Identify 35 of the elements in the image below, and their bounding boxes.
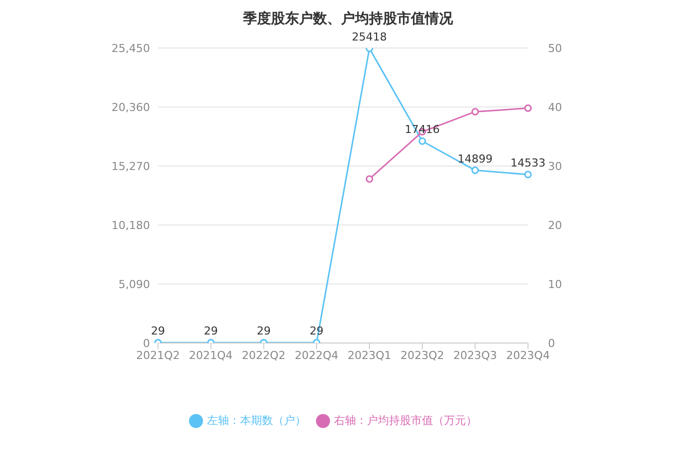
y-tick-label: 25,450	[112, 42, 150, 55]
x-tick-label: 2023Q1	[348, 348, 392, 362]
x-tick-label: 2023Q3	[453, 348, 497, 362]
x-tick-label: 2022Q4	[294, 348, 338, 362]
y-tick-label: 10,180	[112, 218, 150, 232]
y2-tick-label: 40	[548, 100, 562, 114]
data-label: 29	[256, 324, 271, 338]
point	[471, 166, 479, 174]
legend-label: 左轴：本期数（户）	[207, 414, 306, 427]
y2-tick-label: 0	[548, 336, 555, 350]
y-tick-label: 0	[143, 336, 150, 350]
y-tick-label: 5,090	[118, 278, 150, 291]
point	[524, 104, 532, 112]
x-tick-label: 2022Q2	[242, 348, 286, 362]
data-label: 29	[151, 324, 165, 338]
x-tick-label: 2021Q2	[136, 348, 180, 362]
point	[471, 108, 479, 116]
chart-title: 季度股东户数、户均持股市值情况	[242, 10, 454, 28]
point	[366, 175, 374, 183]
x-tick-label: 2021Q4	[189, 348, 233, 362]
x-tick-label: 2023Q4	[506, 348, 550, 362]
y2-tick-label: 50	[548, 42, 562, 55]
data-label: 14533	[510, 156, 546, 170]
data-label: 29	[204, 324, 218, 338]
point	[524, 170, 532, 178]
y2-tick-label: 10	[548, 278, 562, 291]
y-tick-label: 15,270	[112, 160, 150, 173]
legend-label: 右轴：户均持股市值（万元）	[334, 414, 477, 427]
data-label: 14899	[458, 152, 493, 166]
y2-tick-label: 20	[548, 218, 562, 232]
data-label: 25418	[352, 30, 387, 44]
x-tick-label: 2023Q2	[400, 348, 444, 362]
y2-tick-label: 30	[548, 160, 562, 173]
point	[418, 137, 426, 145]
y-tick-label: 20,360	[112, 100, 150, 114]
